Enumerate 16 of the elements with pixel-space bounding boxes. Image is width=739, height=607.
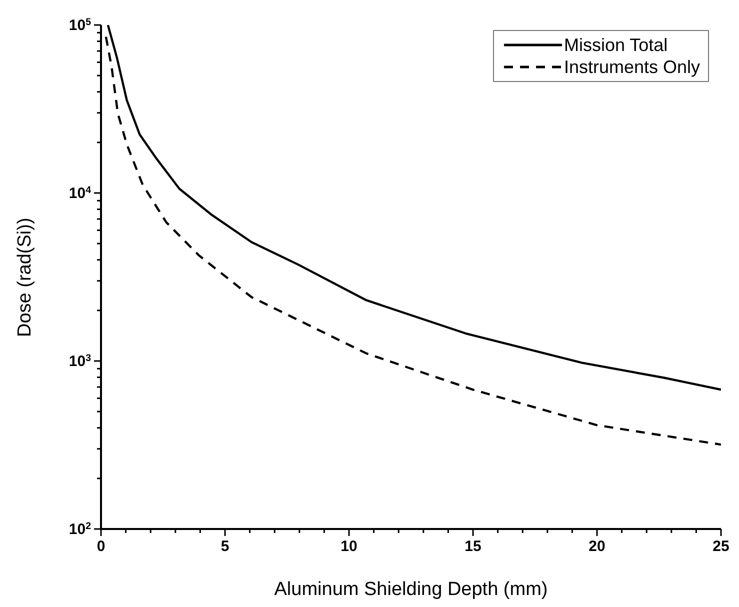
- y-tick-label: 10$^{2}$: [68, 520, 92, 538]
- x-tick-label: 0: [96, 538, 106, 555]
- x-tick-label: 5: [220, 538, 230, 555]
- line-series: [106, 25, 721, 391]
- legend-label: Mission Total: [564, 34, 668, 56]
- y-tick-label: 10$^{3}$: [68, 352, 92, 370]
- line-series: [104, 36, 721, 446]
- legend-label: Instruments Only: [564, 56, 700, 78]
- x-tick-label: 20: [588, 538, 606, 555]
- x-tick-label: 25: [712, 538, 730, 555]
- y-tick-label: 10$^{5}$: [68, 16, 92, 34]
- x-axis-title: Aluminum Shielding Depth (mm): [274, 579, 548, 600]
- y-tick-label: 10$^{4}$: [68, 184, 92, 202]
- y-axis-title: Dose (rad(Si)): [14, 218, 36, 337]
- x-tick-label: 10: [340, 538, 358, 555]
- x-tick-label: 15: [464, 538, 482, 555]
